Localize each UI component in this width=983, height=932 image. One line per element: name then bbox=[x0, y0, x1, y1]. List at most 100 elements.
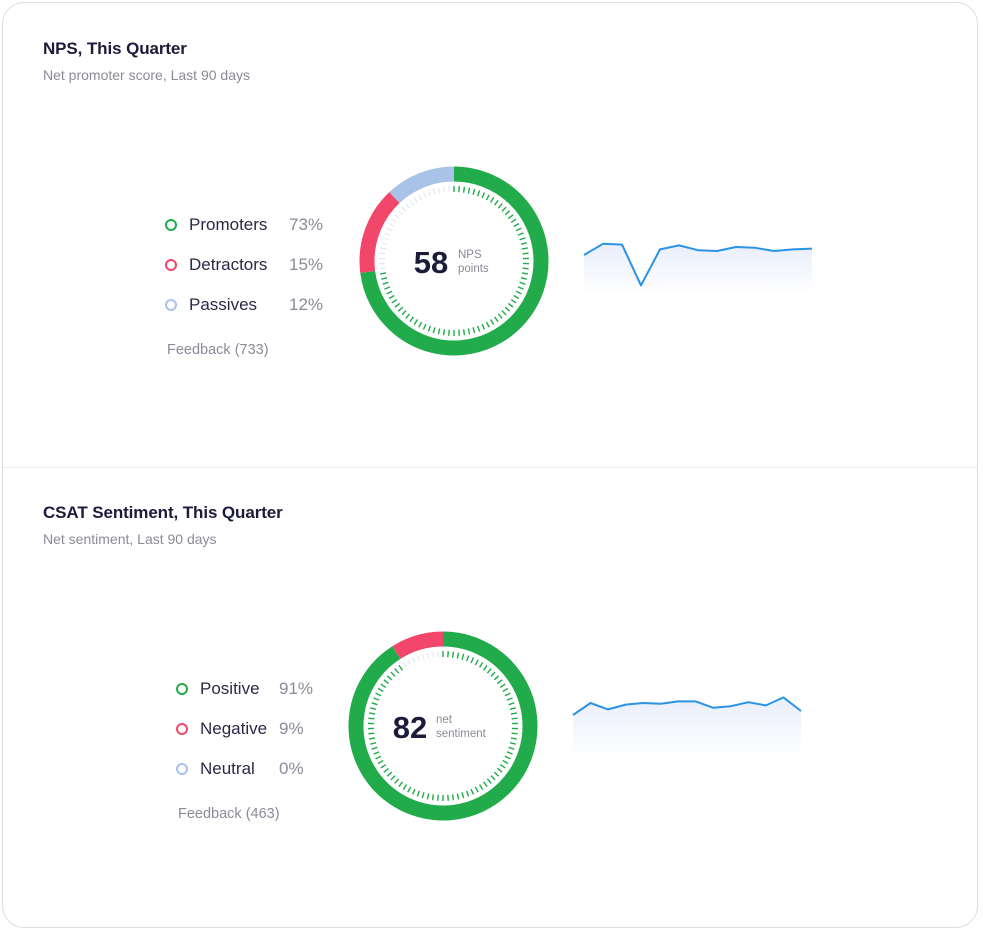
donut-tick bbox=[521, 247, 528, 250]
donut-tick bbox=[379, 267, 386, 270]
donut-tick bbox=[504, 692, 511, 697]
donut-tick bbox=[413, 197, 418, 203]
donut-tick bbox=[375, 692, 382, 697]
negative-dot-icon bbox=[176, 723, 188, 735]
donut-slice-passives bbox=[389, 166, 455, 204]
donut-tick bbox=[474, 659, 479, 666]
donut-tick bbox=[398, 664, 404, 671]
donut-tick bbox=[394, 668, 400, 674]
donut-tick bbox=[511, 717, 518, 720]
donut-tick bbox=[493, 199, 499, 206]
donut-tick bbox=[508, 746, 515, 750]
donut-tick bbox=[375, 755, 382, 760]
donut-tick bbox=[481, 323, 486, 330]
donut-tick bbox=[510, 299, 517, 304]
donut-tick bbox=[412, 657, 416, 664]
legend-value: 9% bbox=[279, 719, 304, 738]
donut-tick bbox=[504, 755, 511, 760]
donut-tick bbox=[476, 190, 481, 197]
donut-tick bbox=[515, 290, 522, 295]
promoters-dot-icon bbox=[165, 219, 177, 231]
donut-tick bbox=[370, 707, 377, 710]
donut-tick bbox=[510, 712, 517, 715]
legend-item-promoters: Promoters 73% bbox=[165, 205, 323, 245]
nps-donut-chart: 58 NPS points bbox=[359, 166, 549, 356]
legend-item-negative: Negative 9% bbox=[176, 709, 313, 749]
donut-tick bbox=[383, 767, 390, 773]
donut-tick bbox=[437, 187, 441, 194]
donut-tick bbox=[456, 793, 460, 800]
donut-tick bbox=[380, 764, 387, 769]
csat-feedback-link[interactable]: Feedback (463) bbox=[178, 806, 280, 822]
donut-slice-negative bbox=[392, 631, 444, 660]
donut-tick bbox=[394, 778, 400, 784]
donut-slice-positive bbox=[348, 631, 538, 821]
csat-center-unit-line1: net bbox=[436, 714, 453, 726]
neutral-dot-icon bbox=[176, 763, 188, 775]
donut-tick bbox=[502, 687, 509, 693]
donut-slice-detractors bbox=[359, 192, 400, 273]
donut-tick bbox=[461, 653, 465, 660]
nps-section: NPS, This Quarter Net promoter score, La… bbox=[3, 3, 977, 467]
donut-tick bbox=[416, 655, 420, 662]
legend-value: 0% bbox=[279, 759, 304, 778]
donut-tick bbox=[402, 784, 408, 790]
donut-tick bbox=[467, 187, 471, 194]
donut-tick bbox=[506, 697, 513, 701]
donut-tick bbox=[432, 651, 434, 658]
donut-tick bbox=[421, 653, 425, 660]
donut-slices bbox=[359, 166, 549, 356]
donut-tick bbox=[397, 306, 404, 312]
donut-tick bbox=[369, 712, 376, 715]
donut-tick bbox=[507, 214, 514, 220]
donut-tick bbox=[496, 767, 503, 773]
donut-tick bbox=[386, 771, 393, 777]
donut-tick bbox=[371, 702, 378, 706]
donut-tick bbox=[384, 286, 391, 290]
nps-center-value: 58 bbox=[414, 245, 448, 280]
donut-ticks bbox=[379, 186, 529, 336]
donut-tick bbox=[515, 227, 522, 232]
donut-tick bbox=[384, 232, 391, 236]
donut-tick bbox=[451, 794, 455, 801]
donut-tick bbox=[383, 679, 390, 685]
legend-label: Passives bbox=[189, 295, 258, 314]
donut-tick bbox=[474, 786, 479, 793]
donut-tick bbox=[427, 325, 432, 332]
donut-tick bbox=[405, 313, 411, 319]
legend-value: 91% bbox=[279, 679, 314, 698]
donut-tick bbox=[513, 294, 520, 300]
donut-tick bbox=[501, 310, 507, 316]
trend-area bbox=[584, 243, 812, 295]
legend-value: 12% bbox=[289, 295, 324, 314]
donut-tick bbox=[489, 319, 495, 325]
donut-tick bbox=[373, 697, 380, 701]
donut-tick bbox=[472, 188, 476, 195]
donut-tick bbox=[437, 328, 441, 335]
csat-trend-chart bbox=[572, 696, 802, 759]
donut-tick bbox=[522, 252, 529, 255]
donut-tick bbox=[371, 746, 378, 750]
donut-tick bbox=[511, 732, 518, 735]
donut-tick bbox=[407, 659, 412, 666]
donut-tick bbox=[431, 794, 435, 801]
donut-tick bbox=[497, 313, 503, 319]
donut-tick bbox=[413, 319, 419, 325]
donut-tick bbox=[382, 237, 389, 241]
trend-area bbox=[573, 697, 801, 759]
positive-dot-icon bbox=[176, 683, 188, 695]
donut-tick bbox=[377, 759, 384, 765]
donut-tick bbox=[422, 323, 427, 330]
donut-tick bbox=[499, 683, 506, 688]
donut-tick bbox=[394, 214, 400, 219]
donut-tick bbox=[426, 793, 430, 800]
donut-tick bbox=[519, 237, 526, 241]
donut-tick bbox=[432, 327, 436, 334]
donut-tick bbox=[401, 310, 407, 316]
donut-tick bbox=[382, 281, 389, 285]
nps-feedback-link[interactable]: Feedback (733) bbox=[167, 342, 269, 358]
donut-tick bbox=[486, 668, 492, 674]
donut-tick bbox=[409, 200, 414, 206]
csat-center-unit-line2: sentiment bbox=[436, 728, 487, 740]
donut-tick bbox=[370, 742, 377, 745]
